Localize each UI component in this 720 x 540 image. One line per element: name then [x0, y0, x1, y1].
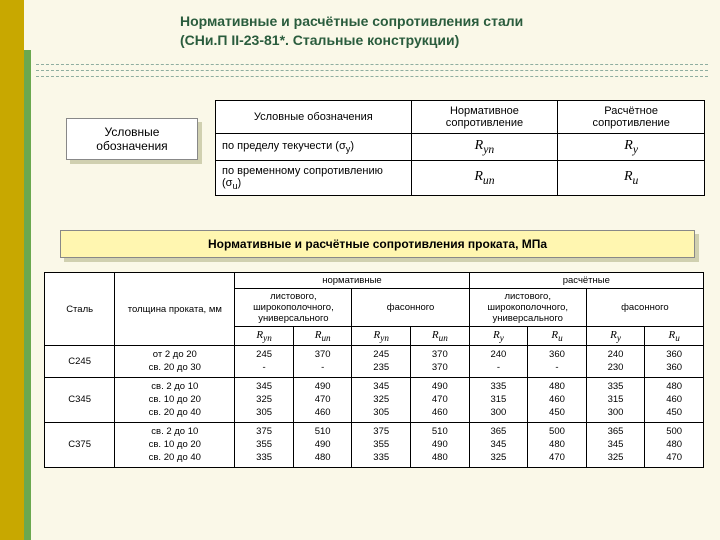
table-row: Сталь толщина проката, мм нормативные ра… [45, 273, 704, 289]
cell-thick: св. 2 до 10 св. 10 до 20 св. 20 до 40 [115, 422, 235, 467]
section-banner: Нормативные и расчётные сопротивления пр… [60, 230, 695, 258]
cell-label: по пределу текучести (σy) [216, 134, 412, 161]
th-thick: толщина проката, мм [115, 273, 235, 346]
cell: 240 230 [586, 346, 645, 378]
rule-3 [36, 74, 708, 77]
cell: 365 345 325 [586, 422, 645, 467]
cell: 490 470 460 [293, 377, 352, 422]
cell: 500 480 470 [645, 422, 704, 467]
table-row: по пределу текучести (σy) Ryn Ry [216, 134, 705, 161]
cell: 375 355 335 [235, 422, 294, 467]
table-row: С345 св. 2 до 10 св. 10 до 20 св. 20 до … [45, 377, 704, 422]
table-row: С245 от 2 до 20 св. 20 до 30 245 - 370 -… [45, 346, 704, 378]
cell: 490 470 460 [411, 377, 470, 422]
cell-thick: св. 2 до 10 св. 10 до 20 св. 20 до 40 [115, 377, 235, 422]
page-title: Нормативные и расчётные сопротивления ст… [180, 12, 523, 50]
table-row: С375 св. 2 до 10 св. 10 до 20 св. 20 до … [45, 422, 704, 467]
sym: Ry [586, 327, 645, 346]
cell: 335 315 300 [586, 377, 645, 422]
th-norm: Нормативное сопротивление [411, 101, 558, 134]
cell: 335 315 300 [469, 377, 528, 422]
title-line2: (СНи.П II-23-81*. Стальные конструкции) [180, 31, 523, 50]
sym: Run [293, 327, 352, 346]
cell: 480 460 450 [528, 377, 587, 422]
cell: 500 480 470 [528, 422, 587, 467]
sym: Ryn [352, 327, 411, 346]
cell: 510 490 480 [411, 422, 470, 467]
cell-steel: С245 [45, 346, 115, 378]
th-calc: Расчётное сопротивление [558, 101, 705, 134]
table-row: Условные обозначения Нормативное сопроти… [216, 101, 705, 134]
cell: 245 - [235, 346, 294, 378]
cell: 375 355 335 [352, 422, 411, 467]
label-box: Условные обозначения [66, 118, 198, 160]
th-shaped: фасонного [586, 289, 703, 327]
sym: Run [411, 327, 470, 346]
big-table-wrap: Сталь толщина проката, мм нормативные ра… [44, 272, 704, 468]
th-steel: Сталь [45, 273, 115, 346]
rule-2 [36, 68, 708, 71]
cell-steel: С375 [45, 422, 115, 467]
cell-calc: Ru [558, 160, 705, 195]
cell-label: по временному сопротивлению (σu) [216, 160, 412, 195]
cell: 365 345 325 [469, 422, 528, 467]
th-norm-group: нормативные [235, 273, 469, 289]
th-calc-group: расчётные [469, 273, 703, 289]
th-sheet: листового, широкополочного, универсально… [469, 289, 586, 327]
sym: Ryn [235, 327, 294, 346]
title-line1: Нормативные и расчётные сопротивления ст… [180, 12, 523, 31]
sym: Ru [645, 327, 704, 346]
cell-norm: Ryn [411, 134, 558, 161]
cell-calc: Ry [558, 134, 705, 161]
rule-1 [36, 62, 708, 65]
left-accent [24, 50, 31, 540]
cell: 510 490 480 [293, 422, 352, 467]
big-table: Сталь толщина проката, мм нормативные ра… [44, 272, 704, 468]
cell: 360 - [528, 346, 587, 378]
cell-thick: от 2 до 20 св. 20 до 30 [115, 346, 235, 378]
th-symbols: Условные обозначения [216, 101, 412, 134]
th-sheet: листового, широкополочного, универсально… [235, 289, 352, 327]
cell: 360 360 [645, 346, 704, 378]
sym: Ru [528, 327, 587, 346]
cell-steel: С345 [45, 377, 115, 422]
table-row: по временному сопротивлению (σu) Run Ru [216, 160, 705, 195]
cell: 480 460 450 [645, 377, 704, 422]
sym: Ry [469, 327, 528, 346]
cell-norm: Run [411, 160, 558, 195]
cell: 345 325 305 [352, 377, 411, 422]
th-shaped: фасонного [352, 289, 469, 327]
left-bar [0, 0, 24, 540]
top-table: Условные обозначения Нормативное сопроти… [215, 100, 705, 196]
cell: 370 - [293, 346, 352, 378]
cell: 240 - [469, 346, 528, 378]
cell: 370 370 [411, 346, 470, 378]
cell: 245 235 [352, 346, 411, 378]
cell: 345 325 305 [235, 377, 294, 422]
